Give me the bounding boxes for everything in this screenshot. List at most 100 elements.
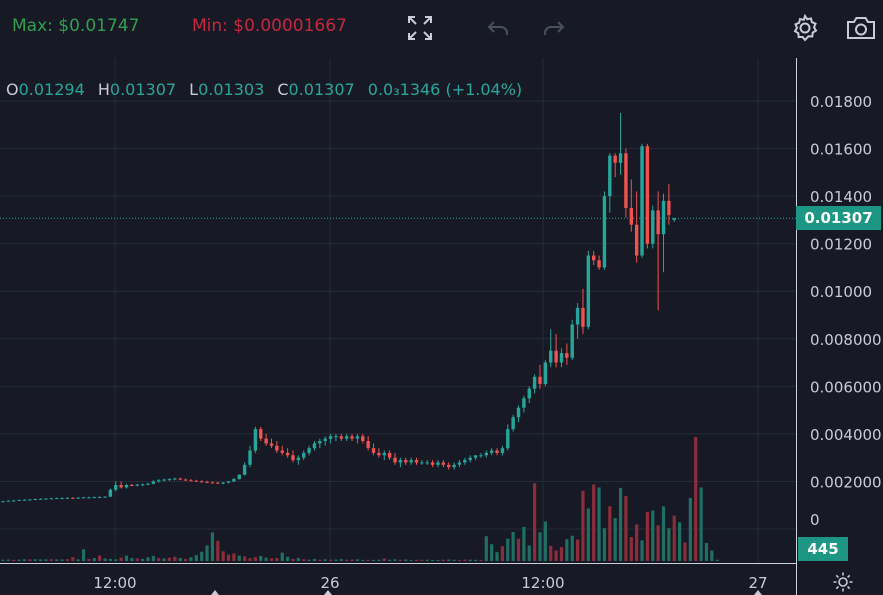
volume-bar [119, 557, 123, 561]
volume-bar [259, 555, 263, 561]
axis-settings-icon[interactable] [830, 569, 856, 595]
candle-body [377, 452, 381, 456]
close-key: C [277, 80, 289, 99]
volume-bar [645, 511, 649, 561]
candle-body [339, 436, 344, 439]
y-tick-label: 0.01400 [810, 188, 872, 206]
candle-body [661, 200, 666, 235]
candle-body [194, 480, 199, 482]
volume-bar [409, 560, 413, 561]
volume-bar [586, 508, 590, 561]
volume-bar [361, 559, 365, 561]
volume-bar [672, 515, 676, 561]
volume-bar [678, 522, 682, 561]
candle-body [71, 497, 75, 499]
candle-body [527, 388, 531, 399]
volume-bar [710, 550, 714, 561]
candle-body [618, 153, 623, 163]
candle-body [350, 436, 354, 439]
volume-bar [296, 558, 300, 561]
candle-body [114, 485, 118, 490]
volume-bar [715, 559, 719, 561]
candle-body [409, 460, 413, 463]
candle-body [226, 481, 231, 483]
candle-body [173, 478, 177, 480]
candle-body [210, 482, 215, 484]
candle-body [549, 350, 553, 363]
volume-bar [543, 521, 547, 561]
volume-bar [280, 552, 284, 561]
volume-bar [98, 555, 102, 561]
volume-bar [162, 558, 166, 561]
y-tick-label: 0.002000 [810, 473, 882, 491]
volume-bar [511, 531, 515, 561]
candle-body [81, 497, 86, 499]
candle-body [97, 496, 102, 498]
candle-body [162, 479, 166, 481]
candle-body [65, 497, 70, 499]
volume-bar [226, 554, 231, 561]
candle-body [361, 436, 365, 442]
volume-bar [286, 556, 290, 561]
volume-bar [221, 551, 225, 561]
volume-bar [479, 559, 483, 561]
candle-body [355, 436, 360, 439]
volume-bar [323, 559, 327, 561]
volume-bar [452, 559, 456, 561]
candle-body [543, 362, 548, 384]
candle-body [387, 452, 392, 458]
candle-body [667, 200, 671, 216]
settings-icon[interactable] [789, 12, 821, 44]
candle-body [629, 207, 633, 225]
volume-bar [457, 559, 462, 561]
volume-bar [431, 559, 435, 561]
undo-icon[interactable] [482, 12, 514, 44]
volume-bar [210, 532, 215, 561]
candle-body [307, 448, 311, 453]
candle-body [559, 353, 564, 363]
candle-body [318, 441, 322, 444]
candle-body [452, 464, 456, 468]
candle-body [382, 452, 386, 456]
x-tick-label: 26 [320, 574, 339, 592]
fullscreen-icon[interactable] [404, 12, 436, 44]
x-tick-label: 12:00 [521, 574, 564, 592]
candle-body [468, 457, 472, 461]
volume-bar [388, 559, 392, 561]
volume-bar [146, 557, 150, 561]
current-volume-label: 445 [798, 537, 848, 561]
volume-bar [618, 487, 623, 561]
volume-bar [371, 559, 376, 561]
candle-body [447, 464, 451, 468]
candle-body [124, 485, 129, 488]
volume-bar [382, 558, 386, 561]
volume-bar [613, 518, 617, 561]
candle-body [651, 210, 655, 244]
volume-bar [17, 559, 21, 561]
volume-bar [661, 506, 666, 561]
price-chart[interactable]: 0.01800 0.01600 0.01400 0.01200 0.01000 0.008… [0, 58, 883, 595]
volume-bar [463, 559, 467, 561]
volume-bar [506, 538, 510, 561]
volume-bar [87, 558, 91, 561]
volume-bar [355, 559, 360, 561]
candle-body [516, 407, 521, 418]
high-value: 0.01307 [109, 80, 177, 99]
candle-body [495, 450, 499, 453]
volume-bar [393, 559, 397, 561]
candle-body [436, 462, 440, 465]
volume-bar [205, 545, 209, 561]
close-value: 0.01307 [288, 80, 355, 99]
volume-bar [194, 555, 198, 561]
volume-bar [597, 487, 601, 561]
volume-bar [141, 558, 145, 561]
volume-bar [302, 559, 306, 561]
volume-bar [318, 559, 322, 561]
volume-bar [108, 558, 112, 561]
volume-bar [404, 559, 408, 561]
candle-body [554, 350, 558, 363]
redo-icon[interactable] [538, 12, 570, 44]
volume-bar [28, 559, 32, 561]
camera-icon[interactable] [845, 12, 877, 44]
volume-bar [291, 558, 295, 561]
